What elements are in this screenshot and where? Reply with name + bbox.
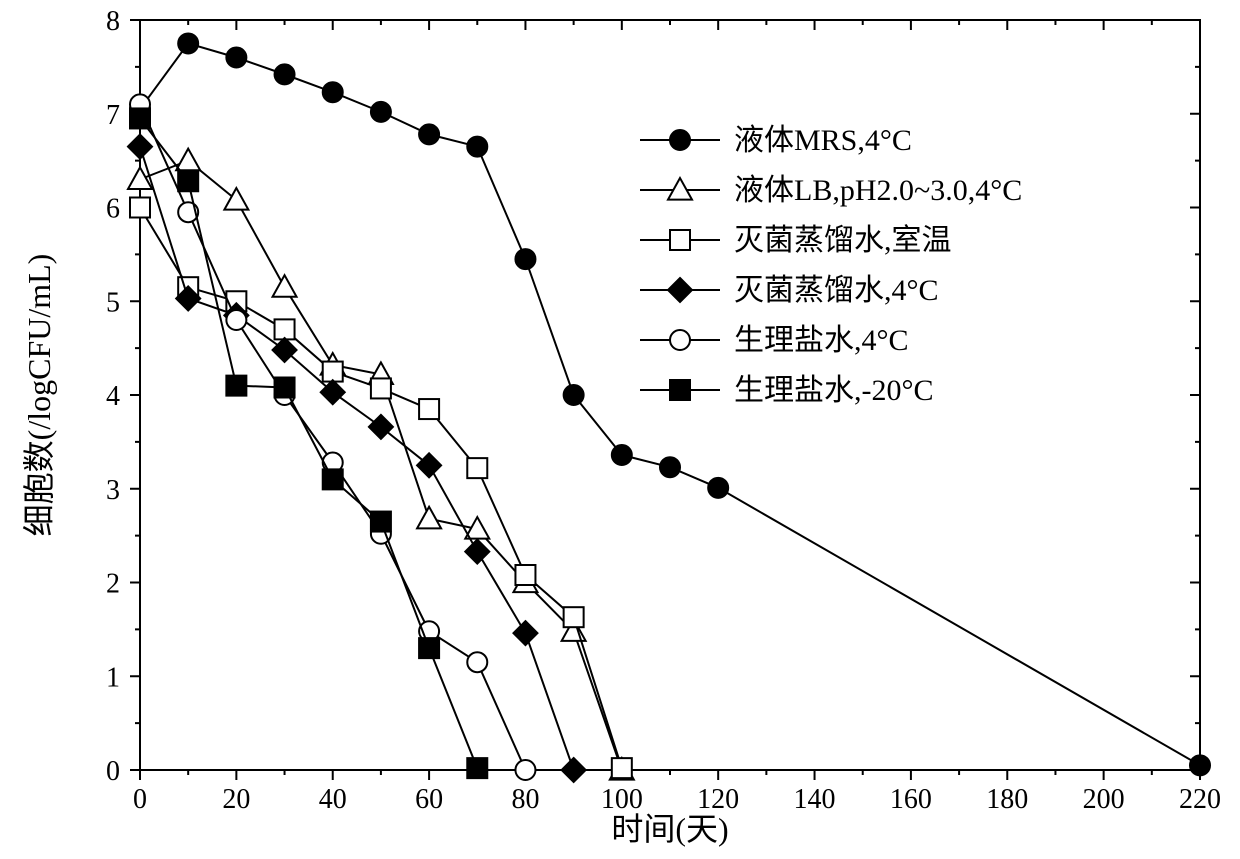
x-tick-label: 60 xyxy=(415,784,443,815)
line-chart: 020406080100120140160180200220012345678时… xyxy=(0,0,1240,859)
series-saline4 xyxy=(130,94,535,780)
legend-label: 生理盐水,-20°C xyxy=(734,374,934,407)
chart-container: 020406080100120140160180200220012345678时… xyxy=(0,0,1240,859)
y-tick-label: 1 xyxy=(106,662,120,693)
x-tick-label: 0 xyxy=(133,784,147,815)
x-tick-label: 20 xyxy=(222,784,250,815)
x-tick-label: 40 xyxy=(319,784,347,815)
legend-item-dw-rt: 灭菌蒸馏水,室温 xyxy=(640,224,952,257)
legend-label: 液体LB,pH2.0~3.0,4°C xyxy=(734,174,1022,207)
legend-item-saline-20: 生理盐水,-20°C xyxy=(640,374,934,407)
legend-label: 液体MRS,4°C xyxy=(734,124,912,157)
x-tick-label: 80 xyxy=(511,784,539,815)
legend-item-lb4: 液体LB,pH2.0~3.0,4°C xyxy=(640,174,1022,207)
series-lb4 xyxy=(128,149,634,780)
legend-label: 灭菌蒸馏水,4°C xyxy=(734,274,939,307)
x-tick-label: 140 xyxy=(794,784,836,815)
y-tick-label: 8 xyxy=(106,6,120,37)
legend-item-mrs4: 液体MRS,4°C xyxy=(640,124,912,157)
y-tick-label: 4 xyxy=(106,381,120,412)
y-tick-label: 0 xyxy=(106,756,120,787)
x-axis-title: 时间(天) xyxy=(611,811,728,847)
y-tick-label: 6 xyxy=(106,194,120,225)
legend-item-dw4: 灭菌蒸馏水,4°C xyxy=(640,274,939,307)
y-tick-label: 3 xyxy=(106,475,120,506)
y-tick-label: 2 xyxy=(106,569,120,600)
x-tick-label: 220 xyxy=(1179,784,1221,815)
x-tick-label: 160 xyxy=(890,784,932,815)
legend-label: 生理盐水,4°C xyxy=(734,324,909,357)
x-tick-label: 200 xyxy=(1083,784,1125,815)
y-tick-label: 7 xyxy=(106,100,120,131)
y-axis-title: 细胞数(/logCFU/mL) xyxy=(21,254,57,537)
legend-item-saline4: 生理盐水,4°C xyxy=(640,324,909,357)
x-tick-label: 180 xyxy=(986,784,1028,815)
y-tick-label: 5 xyxy=(106,287,120,318)
series-dw-rt xyxy=(130,198,632,779)
legend-label: 灭菌蒸馏水,室温 xyxy=(734,224,952,257)
